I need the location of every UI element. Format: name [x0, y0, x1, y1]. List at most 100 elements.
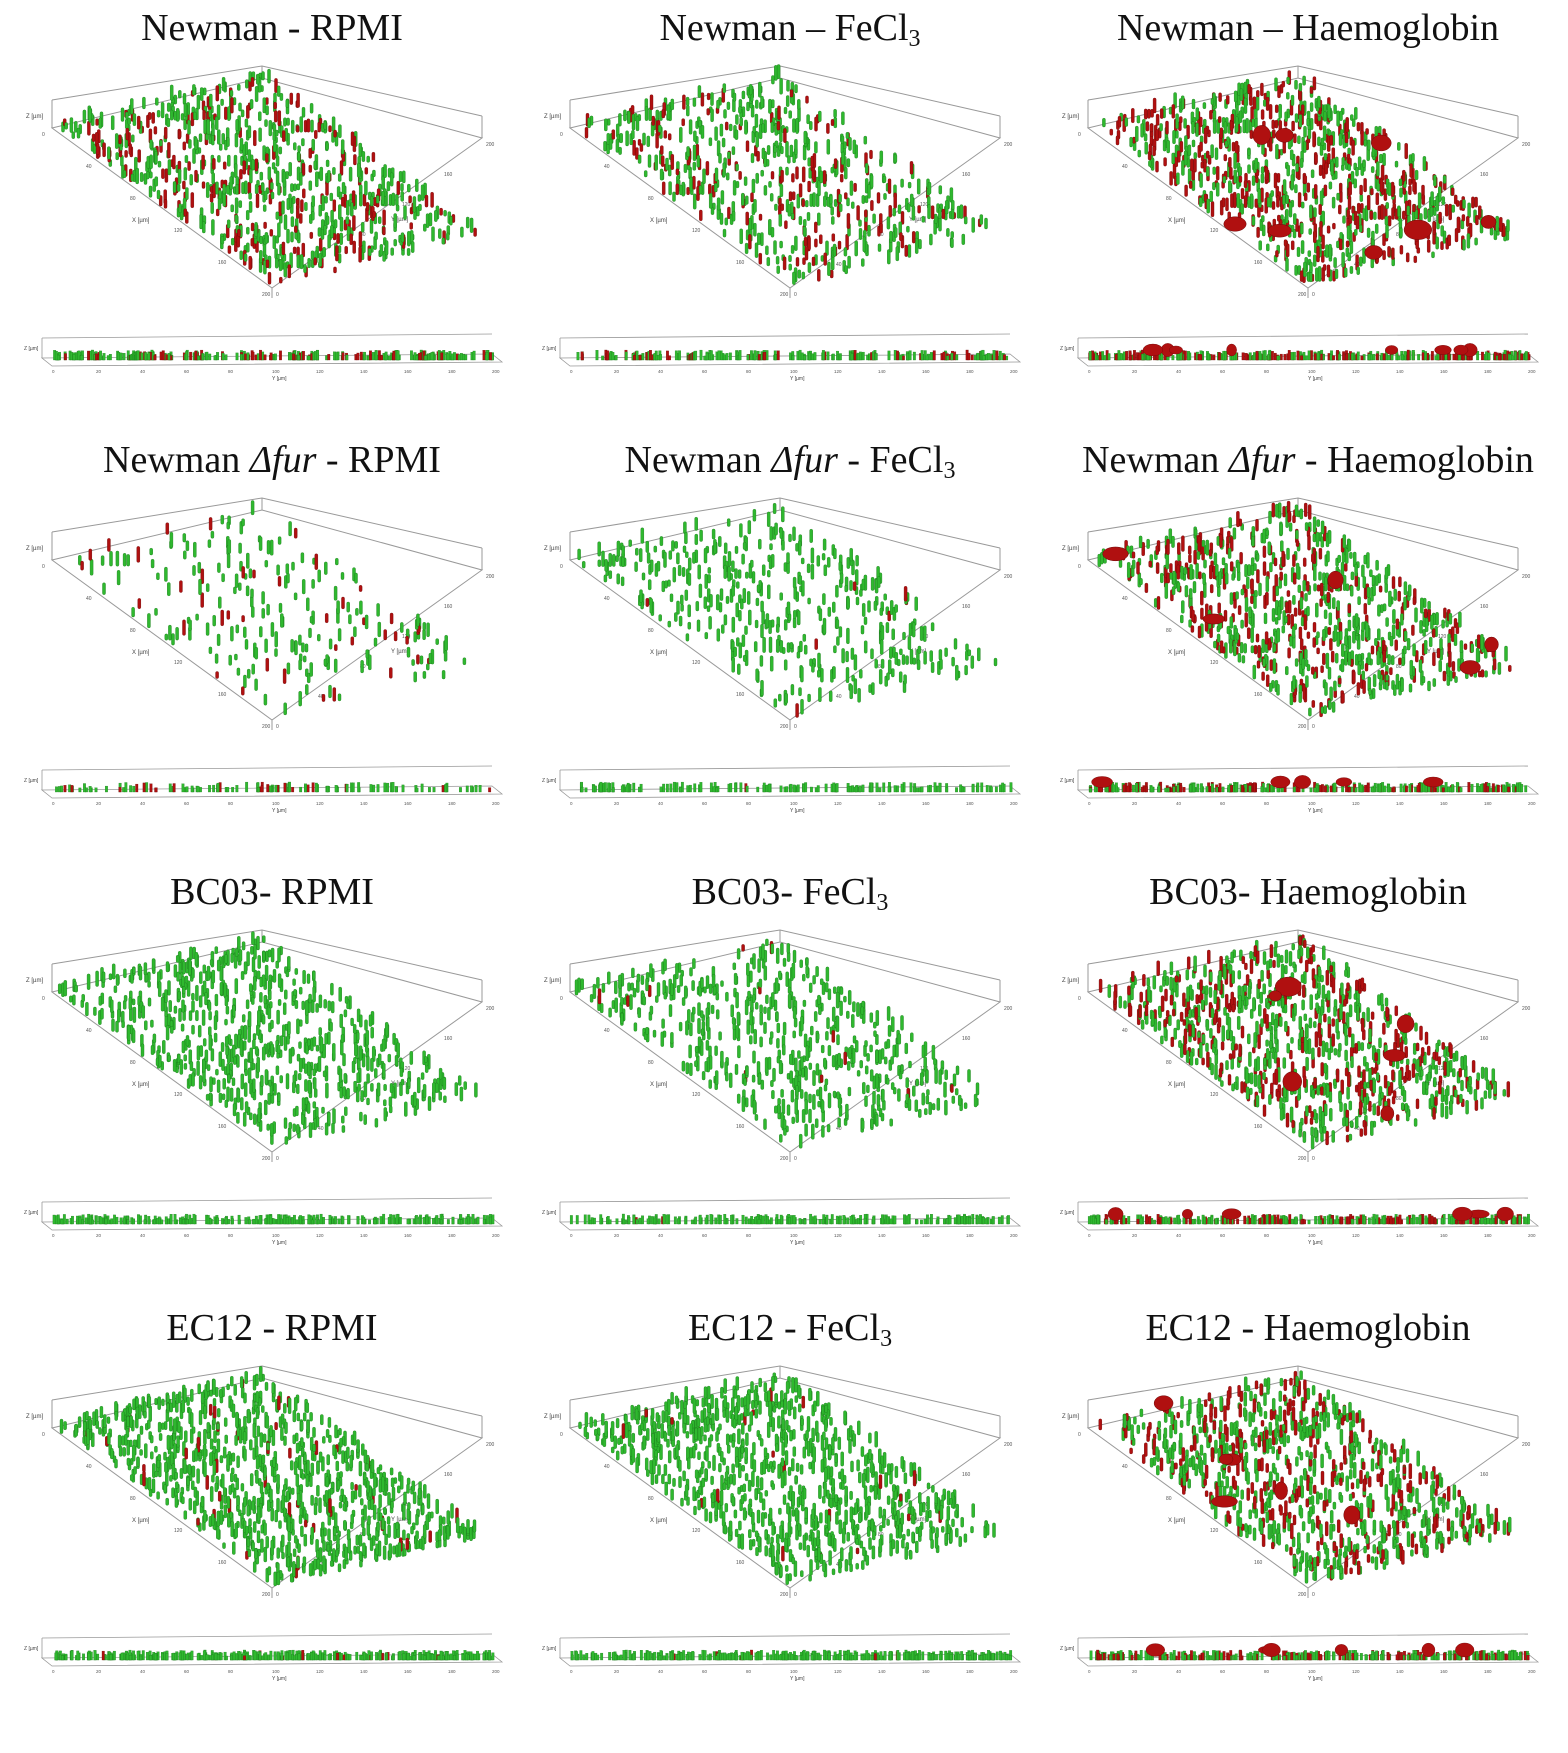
- bacterial-cells: [58, 931, 478, 1145]
- y-tick-label: 200: [1528, 1669, 1536, 1674]
- side-cells: [1089, 1642, 1530, 1661]
- y-tick-label: 40: [1354, 1562, 1360, 1568]
- y-tick-label: 160: [404, 1669, 412, 1674]
- y-tick-label: 160: [444, 604, 453, 610]
- y-tick-label: 100: [1308, 801, 1316, 806]
- panel-bc03-fecl3: BC03- FeCl3 Z [µm] X [µm] Y [µm] 0 0 40 40 80 80 1…: [530, 864, 1050, 1294]
- side-cells: [579, 781, 1013, 793]
- x-axis-label: X [µm]: [1168, 218, 1186, 224]
- panel-fur-fecl3: Newman Δfur - FeCl3 Z [µm] X [µm] Y [µm] 0 0 4…: [530, 432, 1050, 862]
- y-tick-label: 0: [1088, 1669, 1091, 1674]
- y-tick-label: 120: [316, 801, 324, 806]
- y-tick-label: 40: [140, 801, 146, 806]
- y-tick-label: 100: [272, 369, 280, 374]
- y-tick-label: 140: [360, 369, 368, 374]
- y-tick-label: 100: [1308, 369, 1316, 374]
- y-tick-label: 160: [1440, 1669, 1448, 1674]
- x-axis-label: X [µm]: [650, 1518, 668, 1524]
- y-tick-label: 160: [404, 369, 412, 374]
- side-cells: [576, 349, 1009, 361]
- biofilm-3d-view: Z [µm]X [µm]Y [µm]0040408080120120160160…: [1062, 1365, 1531, 1598]
- y-tick-label: 160: [1480, 604, 1489, 610]
- y-tick-label: 140: [1396, 369, 1404, 374]
- bacterial-cells: [1102, 70, 1510, 284]
- y-tick-label: 160: [444, 1472, 453, 1478]
- y-axis-label: Y [µm]: [272, 808, 287, 814]
- y-tick-label: 80: [746, 801, 752, 806]
- y-tick-label: 80: [228, 801, 234, 806]
- y-tick-label: 200: [1528, 801, 1536, 806]
- y-tick-label: 180: [1484, 1233, 1492, 1238]
- y-tick-label: 80: [360, 232, 366, 238]
- y-tick-label: 180: [1484, 369, 1492, 374]
- x-axis-label: X [µm]: [132, 1082, 150, 1088]
- x-tick-label: 200: [1298, 292, 1307, 298]
- y-tick-label: 80: [878, 1096, 884, 1102]
- x-tick-label: 80: [648, 1496, 654, 1502]
- y-tick-label: 200: [1004, 1442, 1013, 1448]
- y-tick-label: 100: [790, 369, 798, 374]
- y-tick-label: 100: [790, 1669, 798, 1674]
- x-axis-label: X [µm]: [650, 1082, 668, 1088]
- y-tick-label: 100: [1308, 1233, 1316, 1238]
- y-tick-label: 180: [448, 1233, 456, 1238]
- z-axis-label: Z [µm]: [544, 978, 561, 984]
- y-axis-label: Y [µm]: [1308, 376, 1323, 382]
- y-tick-label: 0: [1312, 724, 1315, 730]
- z-axis-label: Z [µm]: [542, 346, 557, 352]
- y-tick-label: 80: [1264, 801, 1270, 806]
- x-axis-label: X [µm]: [1168, 1082, 1186, 1088]
- y-tick-label: 200: [1522, 1006, 1531, 1012]
- y-tick-label: 120: [316, 1233, 324, 1238]
- x-tick-label: 40: [604, 1028, 610, 1034]
- x-tick-label: 160: [218, 692, 227, 698]
- panel-ec12-hb: EC12 - Haemoglobin Z [µm] X [µm] Y [µm] 0 0 40…: [1048, 1300, 1568, 1730]
- y-tick-label: 200: [486, 1006, 495, 1012]
- y-tick-label: 140: [878, 1669, 886, 1674]
- y-tick-label: 0: [1088, 369, 1091, 374]
- bacterial-cells: [577, 502, 998, 718]
- y-tick-label: 60: [1220, 369, 1226, 374]
- x-tick-label: 0: [42, 564, 45, 570]
- x-tick-label: 160: [218, 260, 227, 266]
- y-tick-label: 160: [1440, 1233, 1448, 1238]
- y-tick-label: 0: [276, 1156, 279, 1162]
- y-axis-label: Y [µm]: [1427, 217, 1445, 223]
- z-axis-label: Z [µm]: [1062, 978, 1079, 984]
- y-tick-label: 200: [1010, 1233, 1018, 1238]
- side-cells: [53, 349, 494, 361]
- y-tick-label: 200: [1522, 142, 1531, 148]
- side-cells: [54, 1649, 495, 1661]
- biofilm-side-view: Z [µm] Y [µm] 0 20 40 60 80 100 120 140 160 180 200: [1060, 333, 1540, 382]
- side-cells: [569, 1213, 1010, 1225]
- y-tick-label: 160: [922, 1233, 930, 1238]
- panel-title: Newman – FeCl3: [659, 7, 921, 52]
- y-axis-label: Y [µm]: [1308, 808, 1323, 814]
- y-tick-label: 200: [492, 1233, 500, 1238]
- x-tick-label: 0: [1078, 132, 1081, 138]
- z-axis-label: Z [µm]: [542, 1646, 557, 1652]
- z-axis-label: Z [µm]: [1060, 778, 1075, 784]
- biofilm-side-view: Z [µm] Y [µm] 0 20 40 60 80 100 120 140 160 180 200: [24, 765, 504, 814]
- y-tick-label: 40: [658, 801, 664, 806]
- y-tick-label: 200: [492, 801, 500, 806]
- x-axis-label: X [µm]: [132, 218, 150, 224]
- panel-title: EC12 - RPMI: [166, 1307, 378, 1349]
- y-tick-label: 200: [492, 369, 500, 374]
- y-tick-label: 40: [836, 262, 842, 268]
- x-tick-label: 0: [560, 132, 563, 138]
- y-tick-label: 60: [184, 369, 190, 374]
- y-tick-label: 80: [1264, 369, 1270, 374]
- x-axis-label: X [µm]: [132, 1518, 150, 1524]
- y-tick-label: 0: [52, 801, 55, 806]
- y-tick-label: 200: [1004, 142, 1013, 148]
- panel-fur-hb: Newman Δfur - Haemoglobin Z [µm] X [µm] Y […: [1048, 432, 1568, 862]
- y-tick-label: 40: [1354, 694, 1360, 700]
- panel-title: Newman Δfur - FeCl3: [624, 439, 956, 484]
- z-axis-label: Z [µm]: [544, 1414, 561, 1420]
- y-tick-label: 200: [1010, 369, 1018, 374]
- x-tick-label: 0: [560, 1432, 563, 1438]
- panel-ec12-rpmi: EC12 - RPMI Z [µm] X [µm] Y [µm] 0 0 40 40 80 80 1…: [12, 1300, 532, 1730]
- x-tick-label: 40: [604, 596, 610, 602]
- y-tick-label: 0: [570, 801, 573, 806]
